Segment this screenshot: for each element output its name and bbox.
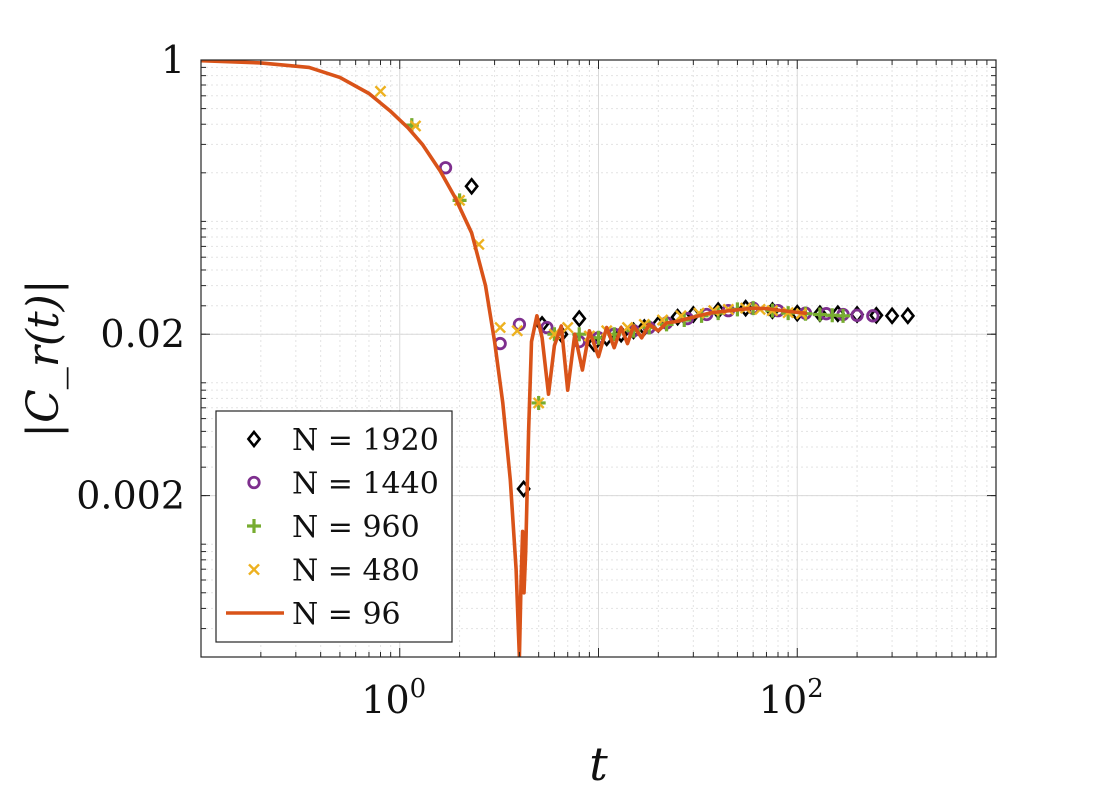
tick-labels: 1 0.02 0.002 100 102	[76, 38, 824, 722]
legend-label: N = 1920	[292, 423, 439, 458]
series-line	[201, 60, 808, 657]
data-point	[511, 324, 524, 337]
data-point	[374, 85, 387, 98]
legend-marker	[246, 429, 262, 449]
series-layer	[201, 60, 916, 657]
x-tick-label: 102	[759, 674, 824, 722]
data-point	[866, 309, 880, 323]
legend-marker	[247, 475, 261, 490]
data-point	[884, 306, 900, 325]
y-axis-title: |C_r(t)|	[18, 279, 69, 437]
data-point	[561, 321, 574, 334]
data-point	[464, 177, 479, 196]
data-point	[540, 320, 554, 335]
data-point	[571, 309, 587, 328]
data-point	[409, 120, 422, 132]
legend-marker	[247, 519, 261, 533]
legend-marker	[248, 563, 260, 576]
data-point	[900, 306, 916, 325]
y-tick-label: 0.002	[76, 474, 185, 518]
axis-ticks	[200, 59, 996, 658]
data-point	[438, 161, 453, 175]
series-line	[201, 60, 808, 657]
data-point	[869, 306, 884, 325]
data-point	[494, 321, 507, 334]
legend-label: N = 480	[292, 554, 420, 589]
axis-titles: t |C_r(t)|	[18, 279, 608, 791]
data-point	[836, 308, 851, 323]
data-point	[850, 308, 864, 322]
data-point	[812, 307, 827, 322]
x-axis-title: t	[589, 737, 608, 791]
y-tick-label: 1	[161, 38, 185, 82]
y-tick-label: 0.02	[100, 312, 185, 356]
legend: N = 1920 N = 1440 N = 960 N = 480 N = 96	[215, 410, 453, 643]
legend-label: N = 960	[292, 510, 420, 545]
x-tick-label: 100	[361, 674, 426, 722]
legend-label: N = 1440	[292, 467, 439, 502]
legend-label: N = 96	[292, 597, 401, 632]
data-point	[532, 397, 545, 409]
